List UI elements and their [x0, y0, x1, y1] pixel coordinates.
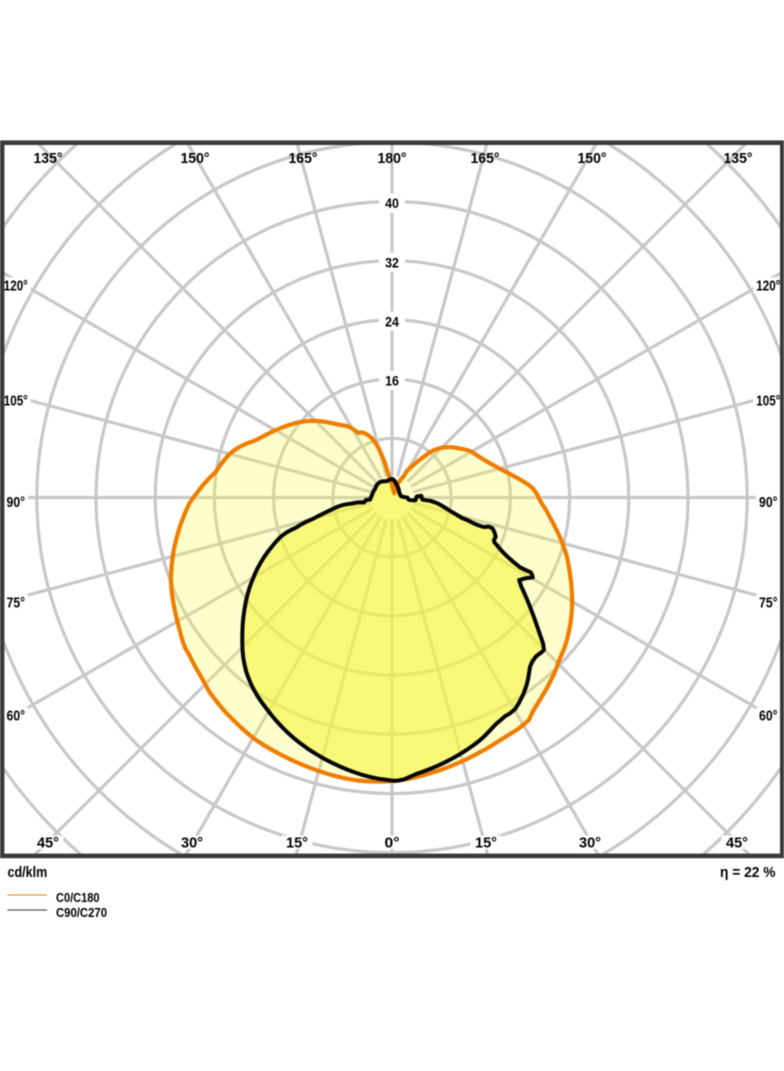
svg-text:135°: 135° — [34, 151, 63, 167]
svg-text:30°: 30° — [181, 836, 203, 852]
svg-text:C0/C180: C0/C180 — [56, 891, 100, 905]
svg-text:120°: 120° — [4, 278, 28, 294]
svg-text:105°: 105° — [756, 393, 780, 409]
svg-text:η = 22 %: η = 22 % — [720, 865, 776, 881]
svg-text:150°: 150° — [578, 151, 607, 167]
svg-text:75°: 75° — [759, 595, 778, 611]
svg-text:60°: 60° — [759, 708, 778, 724]
svg-text:60°: 60° — [7, 708, 26, 724]
svg-text:90°: 90° — [759, 495, 778, 511]
svg-text:30°: 30° — [579, 836, 601, 852]
svg-text:32: 32 — [385, 254, 399, 270]
svg-text:cd/klm: cd/klm — [8, 865, 48, 881]
svg-text:165°: 165° — [471, 151, 500, 167]
svg-text:135°: 135° — [724, 151, 753, 167]
svg-text:120°: 120° — [756, 278, 780, 294]
svg-text:165°: 165° — [289, 151, 318, 167]
svg-text:24: 24 — [385, 314, 399, 330]
svg-text:15°: 15° — [475, 836, 497, 852]
svg-text:180°: 180° — [378, 151, 407, 167]
svg-text:C90/C270: C90/C270 — [56, 906, 107, 920]
svg-text:75°: 75° — [7, 595, 26, 611]
svg-text:45°: 45° — [37, 836, 59, 852]
svg-text:105°: 105° — [4, 393, 28, 409]
svg-text:16: 16 — [385, 373, 399, 389]
svg-text:150°: 150° — [181, 151, 210, 167]
svg-text:40: 40 — [385, 195, 399, 211]
svg-text:15°: 15° — [286, 836, 308, 852]
svg-text:90°: 90° — [7, 495, 26, 511]
svg-text:45°: 45° — [726, 836, 748, 852]
svg-text:0°: 0° — [385, 836, 400, 852]
